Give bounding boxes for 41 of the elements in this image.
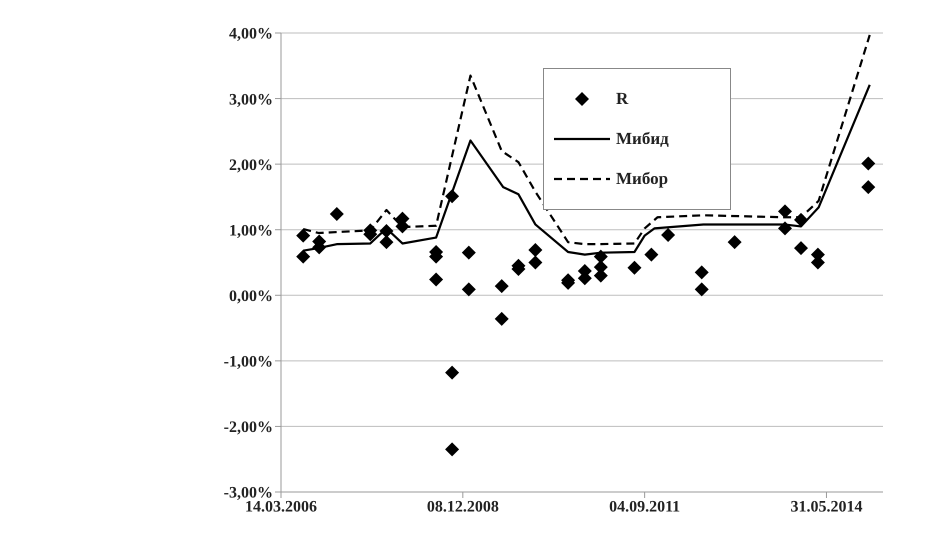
- point: [594, 250, 608, 264]
- point: [445, 366, 460, 380]
- point: [528, 256, 542, 270]
- point: [462, 282, 476, 296]
- point: [296, 250, 310, 264]
- y-tick-label: -2,00%: [224, 419, 273, 436]
- point: [644, 248, 658, 262]
- point: [445, 442, 460, 456]
- point: [728, 235, 742, 250]
- point: [296, 228, 310, 243]
- point: [794, 241, 808, 256]
- legend-label: Мибор: [616, 168, 668, 190]
- point: [462, 246, 476, 260]
- point: [778, 204, 792, 218]
- point: [778, 221, 792, 236]
- x-tick-label: 04.09.2011: [609, 498, 680, 516]
- point: [627, 260, 642, 275]
- point: [861, 180, 876, 194]
- legend-label: R: [616, 88, 628, 110]
- y-tick-label: 4,00%: [229, 26, 273, 43]
- point: [794, 212, 808, 227]
- point: [694, 282, 709, 296]
- x-tick-label: 08.12.2008: [426, 498, 499, 516]
- point: [379, 224, 394, 238]
- x-tick-label: 31.05.2014: [790, 498, 862, 516]
- point: [661, 228, 676, 242]
- point: [379, 235, 394, 250]
- y-tick-label: 1,00%: [229, 222, 273, 240]
- point: [861, 156, 876, 170]
- legend-label: Мибид: [616, 128, 669, 150]
- y-tick-label: 0,00%: [229, 288, 273, 305]
- point: [494, 312, 509, 326]
- y-tick-label: 2,00%: [229, 156, 273, 174]
- point: [528, 243, 542, 258]
- point: [330, 206, 344, 221]
- y-tick-label: 3,00%: [229, 91, 273, 108]
- y-tick-label: -1,00%: [224, 354, 273, 371]
- point: [429, 272, 444, 287]
- point: [694, 265, 709, 280]
- point: [494, 279, 509, 294]
- point: [445, 189, 460, 204]
